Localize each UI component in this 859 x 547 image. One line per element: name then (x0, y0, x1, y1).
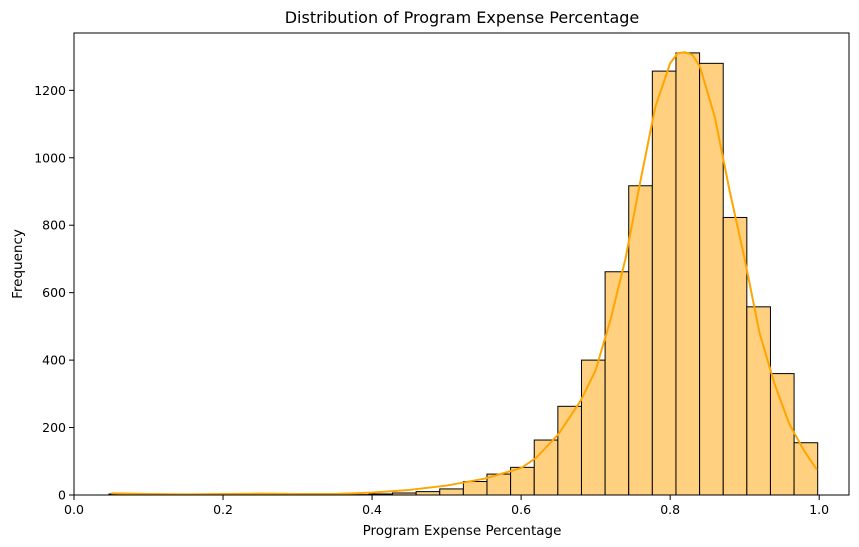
histogram-bar (439, 488, 464, 496)
y-tick-label: 400 (42, 353, 66, 368)
x-tick-label: 0.2 (213, 502, 233, 517)
y-tick-label: 1000 (34, 150, 66, 165)
chart-title: Distribution of Program Expense Percenta… (285, 8, 640, 27)
histogram-bar (628, 185, 653, 496)
y-axis-ticks: 0 200 400 600 800 1000 1200 (34, 83, 74, 503)
histogram-bar (510, 466, 535, 496)
histogram-bar (722, 216, 748, 496)
histogram-bar (462, 481, 488, 496)
y-tick-label: 1200 (34, 83, 66, 98)
x-axis-label: Program Expense Percentage (363, 523, 562, 539)
histogram-bar (557, 405, 582, 496)
histogram-bar (415, 491, 441, 496)
x-tick-label: 0.6 (511, 502, 531, 517)
y-tick-label: 200 (42, 420, 66, 435)
plot-frame (73, 32, 850, 496)
histogram-bar (651, 70, 677, 496)
histogram-bar (746, 306, 771, 496)
histogram-bar (675, 52, 701, 496)
x-tick-label: 1.0 (809, 502, 829, 517)
histogram-bars (108, 52, 819, 496)
x-tick-label: 0.0 (64, 502, 84, 517)
histogram-bar (793, 442, 819, 496)
histogram-bar (699, 62, 724, 496)
kde-curve (111, 51, 818, 496)
y-tick-label: 0 (58, 488, 66, 503)
histogram-bar (580, 359, 606, 496)
y-tick-label: 600 (42, 285, 66, 300)
histogram-bar (604, 271, 630, 496)
histogram-bar (769, 373, 795, 496)
x-axis-ticks: 0.0 0.2 0.4 0.6 0.8 1.0 (64, 495, 829, 517)
x-tick-label: 0.4 (362, 502, 382, 517)
x-tick-label: 0.8 (660, 502, 680, 517)
y-axis-label: Frequency (10, 229, 26, 299)
y-tick-label: 800 (42, 218, 66, 233)
